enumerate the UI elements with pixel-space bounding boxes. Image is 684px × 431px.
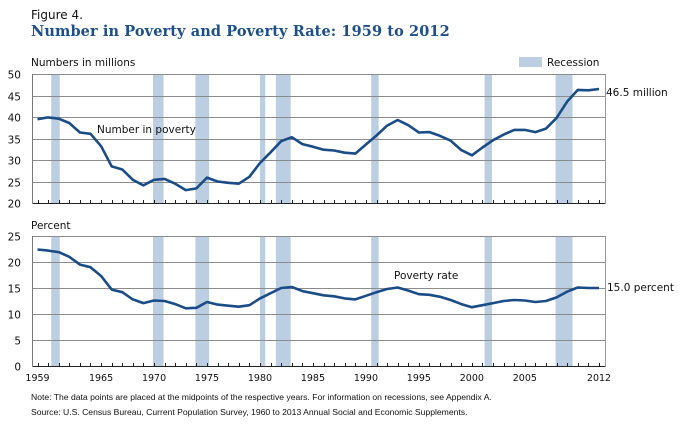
top-series-label: Number in poverty [97, 124, 196, 136]
recession-band [260, 74, 265, 203]
source-text: Source: U.S. Census Bureau, Current Popu… [31, 407, 467, 417]
y-tick-label: 30 [8, 156, 21, 168]
recession-band [153, 74, 164, 203]
recession-band [485, 236, 492, 366]
bottom-end-label: 15.0 percent [607, 282, 674, 294]
y-tick-label: 40 [8, 113, 21, 125]
note-text: Note: The data points are placed at the … [31, 392, 492, 402]
y-tick-label: 15 [8, 284, 21, 296]
recession-band [371, 236, 378, 366]
y-tick-label: 0 [14, 362, 21, 374]
y-tick-label: 20 [8, 258, 21, 270]
x-tick-label: 1970 [142, 373, 166, 384]
bottom-series-label: Poverty rate [394, 270, 458, 282]
y-tick-label: 25 [8, 178, 21, 190]
x-tick-label: 1959 [25, 373, 49, 384]
x-tick-label: 2000 [460, 373, 484, 384]
recession-band [51, 74, 59, 203]
y-tick-label: 45 [8, 92, 21, 104]
recession-band [260, 236, 265, 366]
poverty-rate-line [38, 250, 600, 309]
legend-recession-swatch [519, 57, 542, 67]
x-tick-label: 2012 [587, 373, 611, 384]
x-tick-label: 1965 [89, 373, 113, 384]
x-tick-label: 1975 [195, 373, 219, 384]
bottom-ylabel: Percent [31, 220, 71, 232]
x-tick-label: 2005 [513, 373, 537, 384]
y-tick-label: 20 [8, 199, 21, 211]
y-tick-label: 5 [14, 336, 21, 348]
recession-band [556, 236, 573, 366]
top-ylabel: Numbers in millions [31, 57, 135, 69]
recession-band [51, 236, 59, 366]
y-tick-label: 25 [8, 232, 21, 244]
y-tick-label: 10 [8, 310, 21, 322]
y-tick-label: 50 [8, 70, 21, 82]
recession-band [276, 236, 291, 366]
legend-recession-label: Recession [547, 57, 599, 69]
chart-canvas: Numbers in millions Percent Recession 20… [0, 0, 684, 431]
x-tick-label: 1990 [354, 373, 378, 384]
y-tick-label: 35 [8, 135, 21, 147]
x-tick-label: 1995 [407, 373, 431, 384]
recession-band [485, 74, 492, 203]
top-end-label: 46.5 million [606, 87, 668, 99]
x-tick-label: 1980 [248, 373, 272, 384]
x-tick-label: 1985 [301, 373, 325, 384]
recession-band [556, 74, 573, 203]
